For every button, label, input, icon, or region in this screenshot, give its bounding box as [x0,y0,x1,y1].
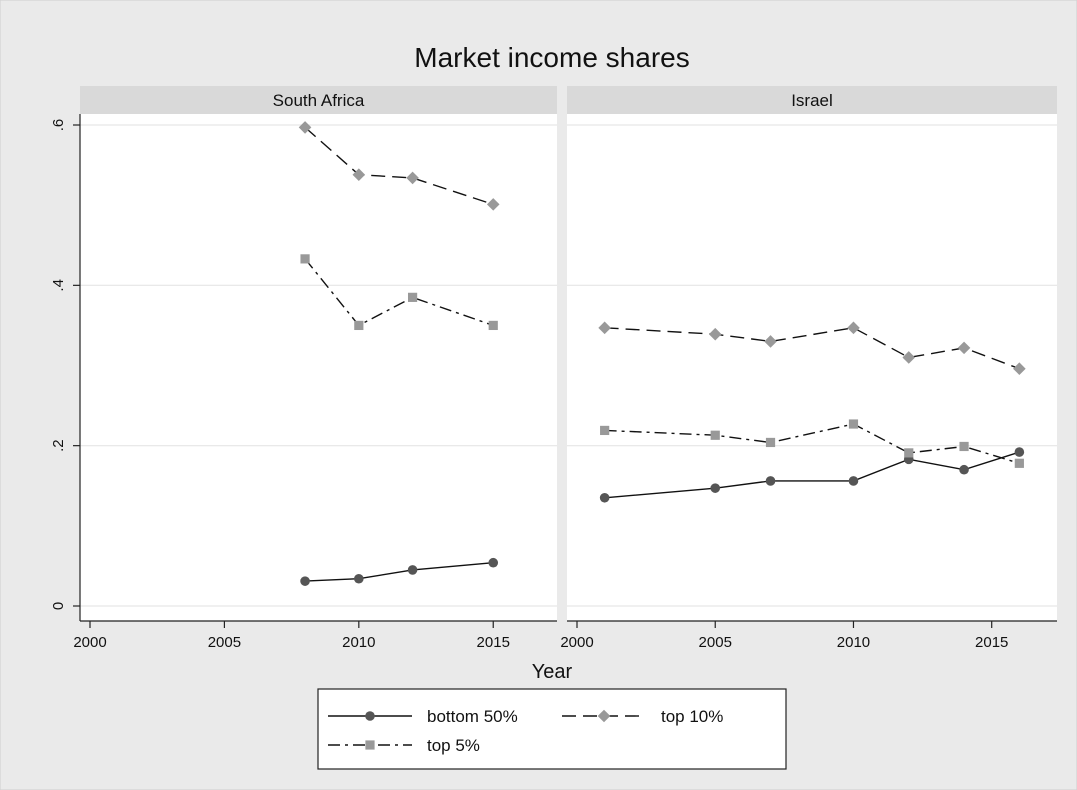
x-axis-label: Year [532,661,573,683]
y-tick-label: .6 [50,119,67,132]
panel-1: Israel 2000 2005 2010 2015 [560,86,1057,651]
data-point [959,441,969,452]
data-point [957,341,971,355]
x-tick-label: 2010 [342,634,375,651]
data-point [959,464,969,475]
legend-label: top 5% [427,736,480,755]
data-point [406,171,419,185]
data-point [354,320,364,331]
x-tick-label: 2015 [975,634,1008,651]
x-tick-label: 2000 [73,634,106,651]
data-point [902,351,916,364]
plot-area [567,114,1057,621]
series-line [305,562,494,582]
data-point [407,565,418,575]
data-point [486,198,500,211]
panel-strip [567,86,1057,114]
y-tick-label: 0 [50,602,67,610]
data-point [1013,362,1026,376]
legend-marker [597,709,611,723]
panel-title: South Africa [273,91,365,110]
x-tick-label: 2015 [477,634,510,651]
panel-strip [80,86,557,114]
data-point [298,121,312,134]
data-point [407,292,418,302]
data-point [1014,458,1024,468]
plot-area [80,114,557,621]
data-point [710,430,720,440]
data-point [765,476,776,486]
legend: bottom 50% top 10% top 5% [317,688,787,770]
data-point [848,419,859,429]
x-tick-label: 2000 [560,634,593,651]
data-point [488,557,499,568]
data-point [708,327,722,341]
x-tick-label: 2005 [208,634,241,651]
panel-title: Israel [791,91,833,110]
y-tick-label: .4 [50,279,67,292]
data-point [848,476,859,486]
data-point [765,437,776,448]
data-point [904,448,914,458]
data-point [710,483,721,493]
data-point [1014,447,1025,457]
panel-0: South Africa 2000 2005 2010 2015 0 .2 .4 .6 [50,86,557,651]
data-point [764,335,777,348]
x-tick-label: 2005 [699,634,732,651]
panels: South Africa 2000 2005 2010 2015 0 .2 .4 .6 Israe… [50,86,1057,651]
data-point [300,254,310,264]
legend-label: bottom 50% [427,707,518,726]
x-tick-label: 2010 [837,634,870,651]
data-point [488,320,498,331]
data-point [354,573,364,584]
chart-title: Market income shares [414,42,689,73]
data-point [352,168,366,182]
legend-marker [365,711,375,721]
data-point [598,321,611,335]
legend-box [317,688,787,770]
data-point [300,576,310,586]
data-point [600,425,610,436]
y-tick-label: .2 [50,439,67,452]
series-line [304,258,494,327]
legend-label: top 10% [661,707,723,726]
data-point [599,492,610,503]
data-point [847,321,860,335]
legend-marker [365,740,375,750]
